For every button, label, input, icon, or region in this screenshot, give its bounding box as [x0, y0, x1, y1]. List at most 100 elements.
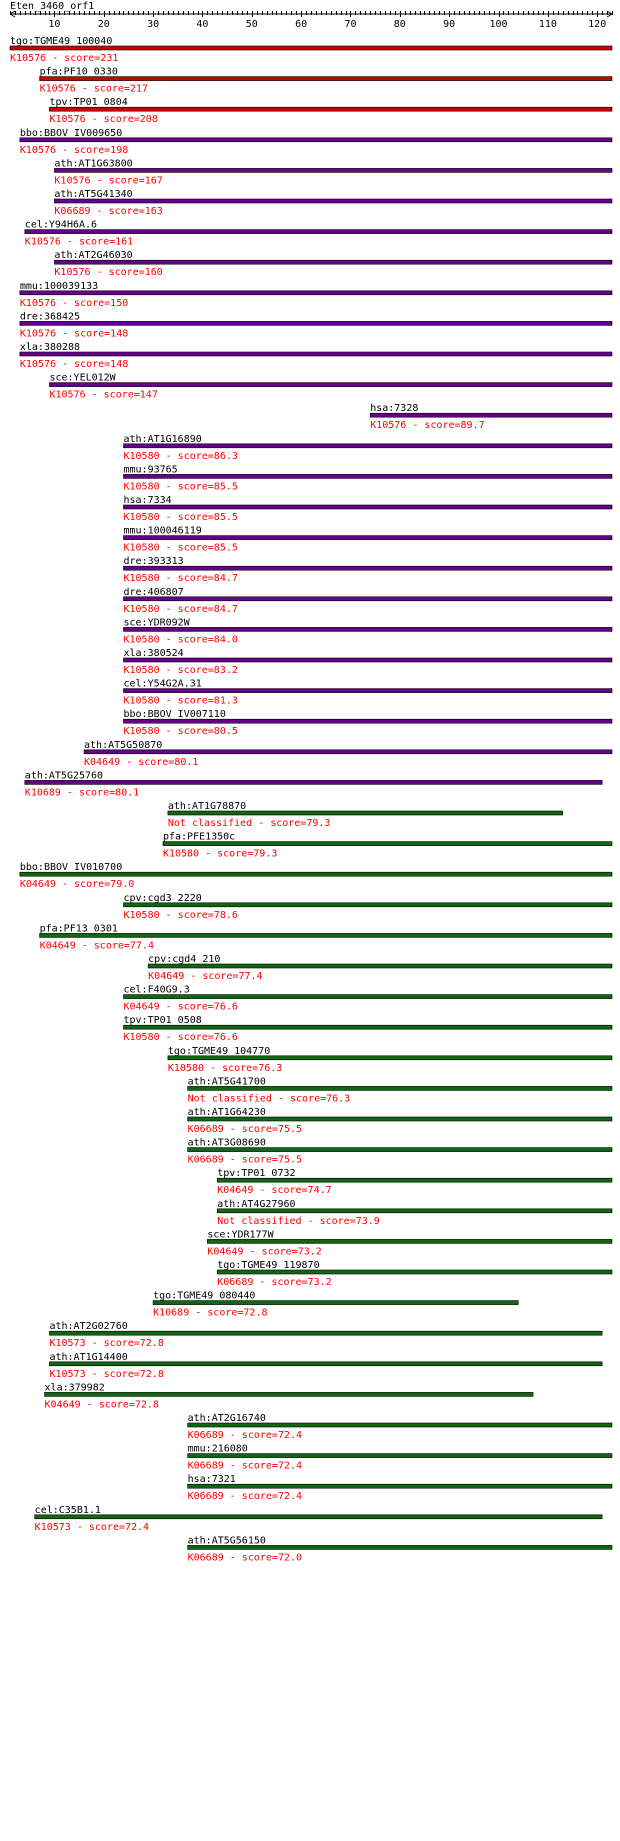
hit-score-label: K10576 - score=150 — [20, 298, 128, 309]
hit-row: dre:368425 K10576 - score=148 — [19, 311, 613, 339]
hit-ko: K10580 — [123, 481, 159, 492]
hit-ko: K10576 — [54, 267, 90, 278]
score-prefix: - score= — [86, 1369, 140, 1380]
hit-score: 79.3 — [253, 849, 277, 860]
hit-row: ath:AT3G08690 K06689 - score=75.5 — [187, 1138, 613, 1166]
hit-ko: K10576 — [20, 328, 56, 339]
hit-score: 76.3 — [326, 1093, 350, 1104]
hit-bar — [34, 1514, 603, 1520]
hit-score: 72.8 — [140, 1369, 164, 1380]
hit-row: tgo:TGME49_104770 K10580 - score=76.3 — [167, 1046, 613, 1074]
hit-score-label: K10580 - score=84.0 — [123, 634, 237, 645]
score-prefix: - score= — [189, 1308, 243, 1319]
hit-bar — [207, 1239, 613, 1244]
hit-row: hsa:7321 K06689 - score=72.4 — [187, 1474, 613, 1502]
score-prefix: - score= — [160, 481, 214, 492]
hit-row: tgo:TGME49_080440 K10689 - score=72.8 — [152, 1291, 519, 1319]
hit-bar — [123, 535, 613, 540]
score-prefix: - score= — [86, 114, 140, 125]
hit-row: tpv:TP01_0508 K10580 - score=76.6 — [123, 1015, 613, 1043]
hit-bar — [54, 168, 613, 173]
hit-row: mmu:93765 K10580 - score=85.5 — [123, 464, 613, 492]
hit-score: 79.3 — [306, 818, 330, 829]
score-prefix: - score= — [160, 665, 214, 676]
hit-ko: K10580 — [123, 910, 159, 921]
hit-score-label: K10689 - score=72.8 — [153, 1308, 267, 1319]
hit-score: 72.4 — [125, 1522, 149, 1533]
hit-row: ath:AT1G16890 K10580 - score=86.3 — [123, 434, 613, 462]
score-prefix: - score= — [56, 328, 110, 339]
hit-score-label: K10580 - score=83.2 — [123, 665, 237, 676]
hit-ko: K10576 — [49, 390, 85, 401]
hit-score: 76.3 — [258, 1063, 282, 1074]
hit-score-label: K10580 - score=78.6 — [123, 910, 237, 921]
hit-bar — [123, 657, 613, 663]
hit-row: xla:379982 K04649 - score=72.8 — [44, 1382, 534, 1410]
hit-score: 161 — [115, 237, 133, 248]
hit-name: xla:380524 — [123, 648, 183, 659]
axis-tick-label: 70 — [344, 19, 356, 30]
hit-bar — [162, 841, 613, 846]
hit-ko: K10580 — [123, 604, 159, 615]
hit-bar — [152, 1300, 519, 1305]
axis-tick-label: 120 — [588, 19, 606, 30]
score-prefix: - score= — [224, 1461, 278, 1472]
score-prefix: - score= — [224, 1155, 278, 1166]
score-prefix: - score= — [160, 604, 214, 615]
score-prefix: - score= — [120, 757, 174, 768]
score-prefix: - score= — [160, 634, 214, 645]
score-prefix: - score= — [76, 84, 130, 95]
hit-ko: K10580 — [123, 696, 159, 707]
hit-ko: K04649 — [207, 1246, 243, 1257]
score-prefix: - score= — [56, 145, 110, 156]
hit-ko: K06689 — [188, 1155, 224, 1166]
hit-name: cel:Y94H6A.6 — [25, 220, 97, 231]
hit-ko: K10576 — [49, 114, 85, 125]
hit-row: dre:406807 K10580 - score=84.7 — [123, 587, 613, 615]
hit-score-label: K10576 - score=161 — [25, 237, 133, 248]
hit-name: hsa:7334 — [123, 495, 171, 506]
hit-score-label: K06689 - score=72.4 — [188, 1461, 302, 1472]
score-prefix: - score= — [252, 818, 306, 829]
score-prefix: - score= — [160, 1032, 214, 1043]
hit-ko: K10580 — [123, 573, 159, 584]
hit-bar — [216, 1269, 613, 1275]
hit-score: 75.5 — [278, 1124, 302, 1135]
hit-score: 83.2 — [214, 665, 238, 676]
hit-row: ath:AT2G16740 K06689 - score=72.4 — [187, 1413, 613, 1441]
hit-row: bbo:BBOV_IV007110 K10580 - score=80.5 — [123, 709, 613, 737]
hit-score-label: Not classified - score=73.9 — [217, 1216, 380, 1227]
hit-score: 76.6 — [214, 1002, 238, 1013]
hit-row: pfa:PF10_0330 K10576 - score=217 — [39, 67, 613, 95]
hit-name: ath:AT1G64230 — [188, 1107, 266, 1118]
hit-ko: K10576 — [10, 53, 46, 64]
score-prefix: - score= — [253, 1185, 307, 1196]
hit-ko: K10573 — [49, 1338, 85, 1349]
hit-score-label: K10576 - score=148 — [20, 328, 128, 339]
hit-name: tgo:TGME49_100040 — [10, 36, 112, 47]
axis-tick-label: 30 — [147, 19, 159, 30]
hit-score: 78.6 — [214, 910, 238, 921]
score-prefix: - score= — [71, 1522, 125, 1533]
hit-score: 148 — [110, 328, 128, 339]
hit-score-label: Not classified - score=79.3 — [168, 818, 331, 829]
hit-score: 217 — [130, 84, 148, 95]
hit-score: 76.6 — [214, 1032, 238, 1043]
hit-ko: K10580 — [123, 726, 159, 737]
hit-name: mmu:100046119 — [123, 526, 201, 537]
hit-row: dre:393313 K10580 - score=84.7 — [123, 556, 613, 584]
hit-score: 79.0 — [110, 879, 134, 890]
hit-score: 80.5 — [214, 726, 238, 737]
hit-bar — [54, 259, 613, 265]
hit-score: 77.4 — [130, 940, 154, 951]
hit-row: sce:YEL012W K10576 - score=147 — [49, 373, 613, 401]
hit-name: mmu:100039133 — [20, 281, 98, 292]
hit-score-label: K10576 - score=160 — [54, 267, 162, 278]
hit-row: bbo:BBOV_IV009650 K10576 - score=198 — [19, 128, 613, 156]
hit-name: hsa:7328 — [370, 403, 418, 414]
hit-score: 148 — [110, 359, 128, 370]
score-prefix: - score= — [91, 267, 145, 278]
hit-score-label: K06689 - score=72.4 — [188, 1430, 302, 1441]
hit-row: ath:AT2G46030 K10576 - score=160 — [54, 250, 613, 278]
hit-ko: K10580 — [163, 849, 199, 860]
